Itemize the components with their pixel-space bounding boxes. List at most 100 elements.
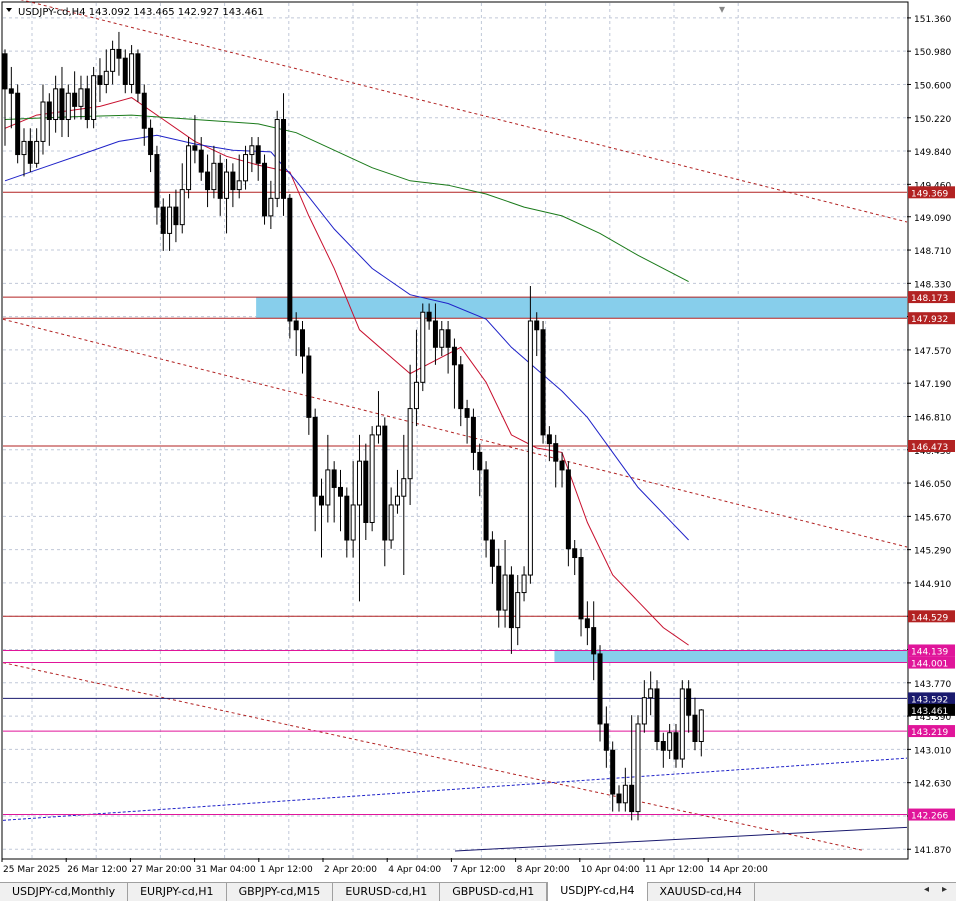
chart-tab[interactable]: EURUSD-cd,H1 bbox=[333, 883, 441, 901]
bear-candle bbox=[445, 329, 451, 348]
y-tick-label: 148.710 bbox=[914, 247, 951, 257]
bear-candle bbox=[572, 548, 578, 559]
price-level-label: 142.266 bbox=[911, 812, 948, 822]
bull-candle bbox=[635, 723, 641, 813]
y-tick-label: 146.810 bbox=[914, 413, 951, 423]
bear-candle bbox=[692, 714, 698, 742]
bull-candle bbox=[521, 574, 527, 594]
chart-background bbox=[0, 0, 956, 882]
supply-demand-zone bbox=[256, 297, 907, 319]
trendlines bbox=[2, 0, 908, 852]
ma-slow-line bbox=[4, 114, 689, 283]
bear-candle bbox=[160, 206, 166, 234]
bull-candle bbox=[224, 171, 230, 199]
bull-candle bbox=[439, 329, 445, 348]
x-tick-label: 27 Mar 20:00 bbox=[131, 865, 191, 875]
chart-menu-icon[interactable]: ▾ bbox=[719, 2, 725, 16]
bear-candle bbox=[483, 469, 489, 541]
bull-candle bbox=[268, 197, 274, 217]
x-tick-label: 8 Apr 20:00 bbox=[517, 865, 570, 875]
bear-candle bbox=[72, 92, 78, 107]
y-tick-label: 141.870 bbox=[914, 846, 951, 856]
x-tick-label: 10 Apr 04:00 bbox=[581, 865, 640, 875]
y-tick-label: 143.010 bbox=[914, 746, 951, 756]
bear-candle bbox=[610, 749, 616, 795]
bull-candle bbox=[502, 574, 508, 611]
bear-candle bbox=[426, 311, 432, 322]
bear-candle bbox=[603, 723, 609, 751]
bear-candle bbox=[300, 329, 306, 357]
x-tick-label: 25 Mar 2025 bbox=[3, 865, 60, 875]
tab-scroll-left-icon[interactable]: ◂ bbox=[924, 884, 930, 895]
bull-candle bbox=[243, 154, 249, 182]
y-tick-label: 148.330 bbox=[914, 280, 951, 290]
bear-candle bbox=[584, 618, 590, 629]
bear-candle bbox=[148, 127, 154, 156]
chart-tab[interactable]: USDJPY-cd,Monthly bbox=[0, 883, 129, 901]
chart-tab[interactable]: GBPJPY-cd,M15 bbox=[227, 883, 334, 901]
bear-candle bbox=[15, 92, 21, 156]
symbol-menu-arrow-icon[interactable] bbox=[6, 8, 12, 12]
trendline bbox=[2, 757, 908, 821]
price-level-tag bbox=[908, 186, 955, 199]
y-tick-label: 143.390 bbox=[914, 713, 951, 723]
bear-candle bbox=[344, 495, 350, 541]
price-level-tag bbox=[908, 440, 955, 453]
y-tick-label: 143.770 bbox=[914, 680, 951, 690]
trendline bbox=[20, 0, 908, 223]
bear-candle bbox=[122, 57, 128, 85]
bear-candle bbox=[198, 149, 204, 173]
price-level-tag bbox=[908, 644, 955, 657]
y-tick-label: 145.290 bbox=[914, 547, 951, 557]
bear-candle bbox=[281, 119, 287, 199]
bear-candle bbox=[464, 408, 470, 418]
bear-candle bbox=[293, 320, 299, 331]
moving-averages bbox=[4, 97, 689, 646]
bear-candle bbox=[432, 320, 438, 348]
price-level-label: 148.173 bbox=[911, 294, 948, 304]
bear-candle bbox=[565, 469, 571, 550]
price-level-label: 143.592 bbox=[911, 695, 948, 705]
bear-candle bbox=[597, 653, 603, 725]
bull-candle bbox=[167, 206, 173, 234]
time-axis: 25 Mar 2025 26 Mar 12:00 27 Mar 20:00 31 Ma… bbox=[1, 858, 768, 875]
bull-candle bbox=[103, 70, 109, 85]
bear-candle bbox=[154, 154, 160, 208]
chart-tab-bar: USDJPY-cd,Monthly EURJPY-cd,H1 GBPJPY-cd,M… bbox=[0, 882, 956, 901]
bull-candle bbox=[641, 697, 647, 725]
bull-candle bbox=[413, 381, 419, 410]
grid bbox=[3, 3, 907, 858]
price-level-label: 146.473 bbox=[911, 443, 948, 453]
chart-tab[interactable]: EURJPY-cd,H1 bbox=[128, 883, 227, 901]
bull-candle bbox=[186, 145, 192, 191]
y-tick-label: 142.630 bbox=[914, 780, 951, 790]
bear-candle bbox=[135, 53, 141, 94]
tab-scroll-right-icon[interactable]: ▸ bbox=[942, 884, 948, 895]
chart-tab[interactable]: GBPUSD-cd,H1 bbox=[440, 883, 548, 901]
bear-candle bbox=[337, 486, 343, 497]
price-chart[interactable]: 151.360150.980150.600150.220149.840149.4… bbox=[0, 0, 956, 882]
bear-candle bbox=[319, 495, 324, 506]
bear-candle bbox=[84, 88, 90, 121]
y-tick-label: 150.220 bbox=[914, 115, 951, 125]
bear-candle bbox=[508, 574, 514, 629]
bull-candle bbox=[78, 88, 84, 107]
bear-candle bbox=[458, 364, 464, 410]
bull-candle bbox=[236, 180, 242, 191]
bear-candle bbox=[496, 565, 502, 611]
current-price-tag bbox=[908, 703, 955, 716]
bear-candle bbox=[8, 88, 14, 94]
chart-tab[interactable]: USDJPY-cd,H4 bbox=[547, 882, 648, 901]
bull-candle bbox=[34, 140, 40, 164]
y-tick-label: 151.360 bbox=[914, 15, 951, 25]
price-level-label: 144.139 bbox=[911, 647, 948, 657]
bear-candle bbox=[306, 355, 312, 418]
y-tick-label: 147.570 bbox=[914, 347, 951, 357]
chart-tab[interactable]: XAUUSD-cd,H4 bbox=[648, 883, 755, 901]
zones bbox=[256, 297, 907, 663]
bear-candle bbox=[660, 740, 666, 751]
x-tick-label: 31 Mar 04:00 bbox=[196, 865, 256, 875]
bear-candle bbox=[540, 329, 546, 436]
bear-candle bbox=[230, 171, 236, 191]
price-level-tag bbox=[908, 291, 955, 304]
